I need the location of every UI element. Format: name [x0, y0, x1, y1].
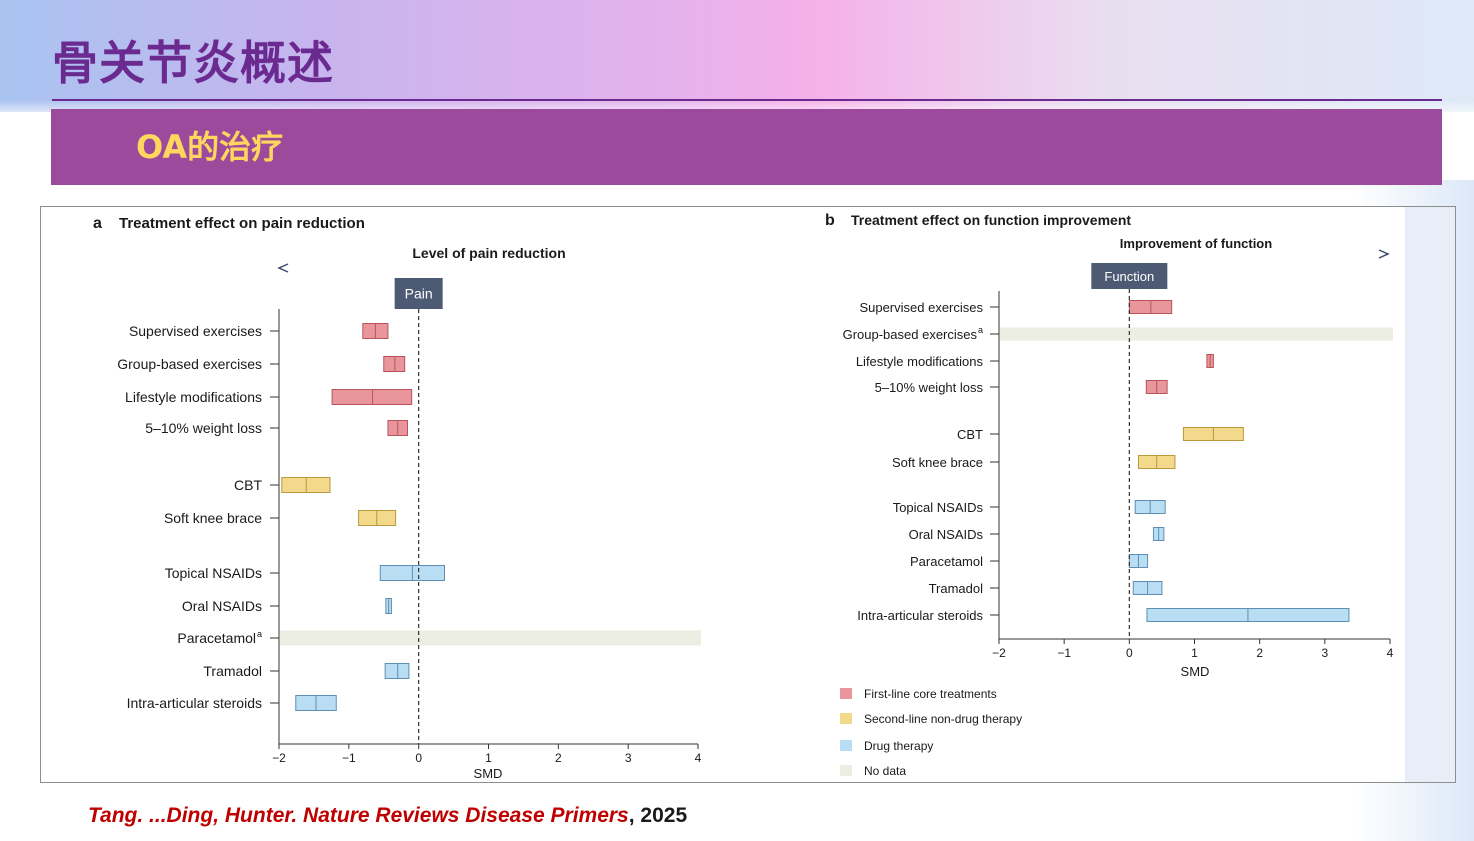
legend-label: No data	[864, 764, 906, 778]
panel-b-title: Treatment effect on function improvement	[851, 212, 1131, 228]
figure-side-panel	[1405, 207, 1455, 782]
x-tick-label: 4	[695, 751, 702, 765]
row-label: Oral NSAIDs	[909, 527, 984, 542]
x-tick-label: −1	[1057, 646, 1071, 660]
chart-legend: First-line core treatments Second-line no…	[840, 687, 1022, 778]
legend-label: Second-line non-drug therapy	[864, 712, 1022, 726]
row-label: Soft knee brace	[164, 510, 262, 526]
effect-box	[384, 663, 410, 679]
row-label: Tramadol	[203, 663, 262, 679]
figure-frame	[40, 206, 1456, 783]
row-label: CBT	[957, 427, 983, 442]
citation-year: , 2025	[628, 804, 688, 827]
legend-swatch	[840, 765, 852, 776]
row-label: Lifestyle modifications	[856, 354, 984, 369]
x-tick-label: −2	[992, 646, 1006, 660]
reference-tag-label: Pain	[405, 286, 433, 302]
x-tick-label: 2	[555, 751, 562, 765]
x-tick-label: −1	[342, 751, 356, 765]
row-label: Group-based exercises	[117, 356, 262, 372]
legend-label: Drug therapy	[864, 739, 933, 753]
row-label-superscript: a	[978, 325, 983, 335]
effect-box	[383, 356, 406, 372]
direction-arrow-head	[1378, 249, 1390, 259]
panel-a-xlabel: SMD	[474, 766, 503, 781]
row-label: Lifestyle modifications	[125, 389, 262, 405]
panel-a-letter: a	[93, 215, 102, 232]
reference-tag-label: Function	[1104, 269, 1154, 284]
citation-authors: Tang. ...Ding, Hunter. Nature Reviews Di…	[88, 804, 629, 827]
x-tick-label: −2	[272, 751, 286, 765]
x-tick-label: 2	[1256, 646, 1263, 660]
reference-tag	[1091, 263, 1168, 289]
x-tick-label: 4	[1387, 646, 1394, 660]
panel-a-title: Treatment effect on pain reduction	[119, 215, 365, 232]
x-tick-label: 0	[415, 751, 422, 765]
row-label-superscript: a	[257, 629, 262, 639]
x-tick-label: 3	[1321, 646, 1328, 660]
function-improvement-chart: b Treatment effect on function improveme…	[825, 212, 1394, 778]
pain-reduction-chart: a Treatment effect on pain reduction Lev…	[93, 215, 702, 781]
direction-arrow-head	[277, 263, 289, 273]
row-label: Paracetamol	[177, 630, 256, 646]
panel-b-letter: b	[825, 212, 835, 229]
row-label: Supervised exercises	[129, 323, 262, 339]
section-banner: OA的治疗	[51, 109, 1442, 185]
row-label: Tramadol	[929, 581, 984, 596]
row-label: Topical NSAIDs	[165, 565, 262, 581]
page-title: 骨关节炎概述	[52, 36, 334, 90]
panel-a-direction-arrow	[277, 263, 693, 273]
panel-b-direction-arrow	[1002, 249, 1390, 259]
legend-swatch	[840, 688, 852, 699]
x-tick-label: 3	[625, 751, 632, 765]
row-label: Supervised exercises	[859, 300, 983, 315]
citation: Tang. ...Ding, Hunter. Nature Reviews Di…	[88, 801, 687, 831]
title-divider	[52, 99, 1442, 101]
row-label: 5–10% weight loss	[875, 380, 984, 395]
row-label: Group-based exercises	[843, 327, 978, 342]
effect-box	[331, 389, 413, 405]
x-tick-label: 1	[1191, 646, 1198, 660]
x-tick-label: 0	[1126, 646, 1133, 660]
panel-b-direction-label: Improvement of function	[1120, 236, 1272, 251]
legend-label: First-line core treatments	[864, 687, 997, 701]
x-tick-label: 1	[485, 751, 492, 765]
row-label: CBT	[234, 477, 262, 493]
row-label: Intra-articular steroids	[857, 608, 983, 623]
no-data-band	[1000, 327, 1393, 341]
legend-swatch	[840, 713, 852, 724]
no-data-band	[280, 630, 701, 646]
row-label: Paracetamol	[910, 554, 983, 569]
reference-tag	[394, 278, 443, 309]
row-label: 5–10% weight loss	[145, 420, 262, 436]
row-label: Oral NSAIDs	[182, 598, 262, 614]
row-label: Soft knee brace	[892, 455, 983, 470]
row-label: Intra-articular steroids	[127, 695, 262, 711]
section-title: OA的治疗	[136, 128, 284, 166]
legend-swatch	[840, 740, 852, 751]
panel-a-direction-label: Level of pain reduction	[412, 245, 565, 261]
row-label: Topical NSAIDs	[893, 500, 984, 515]
panel-b-xlabel: SMD	[1181, 664, 1210, 679]
header-background	[0, 0, 1474, 112]
